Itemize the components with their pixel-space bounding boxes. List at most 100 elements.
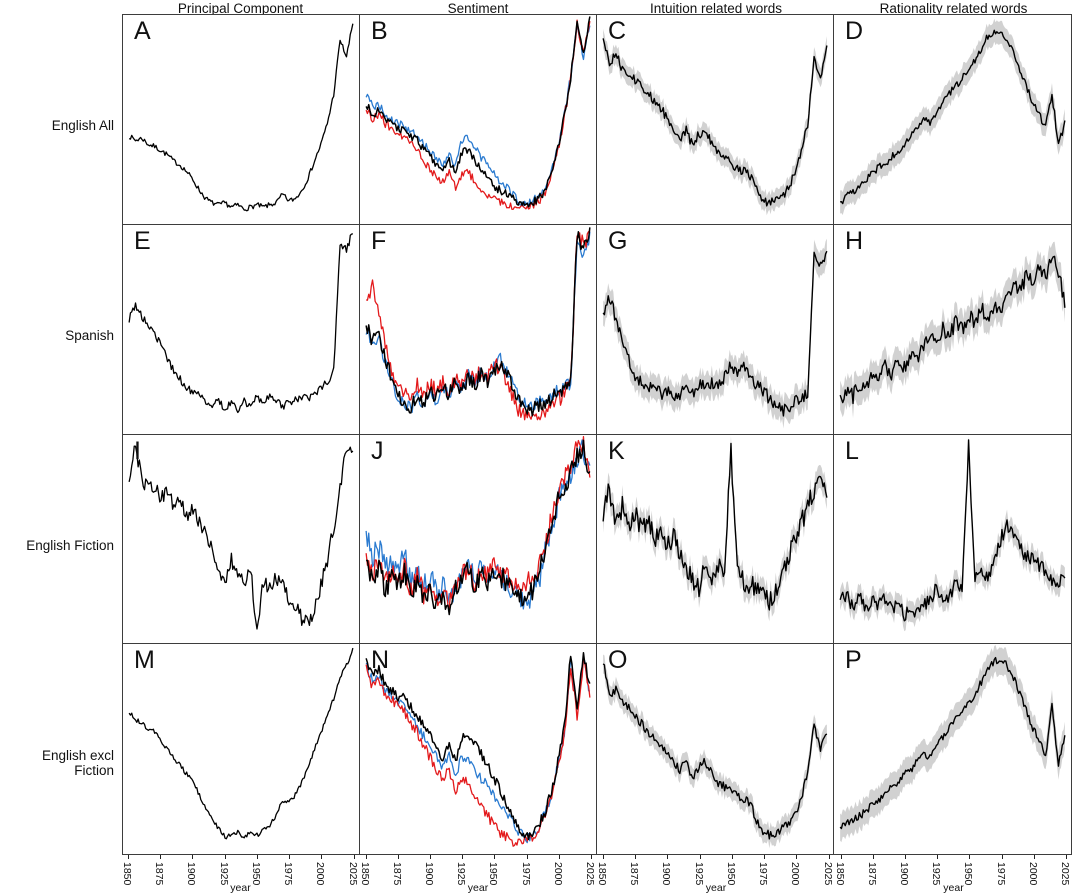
x-tick-label: 1850	[833, 862, 846, 886]
x-tick-label: 1925	[217, 862, 230, 886]
x-tick-label: 1900	[897, 862, 910, 886]
x-tick-mark	[904, 855, 906, 859]
x-tick-label: 1875	[865, 862, 878, 886]
chart-canvas	[365, 652, 591, 848]
x-tick-mark	[128, 855, 129, 859]
x-tick-label: 2000	[314, 862, 327, 886]
chart-canvas	[365, 227, 591, 421]
chart-canvas	[602, 238, 828, 429]
x-tick-mark	[764, 855, 766, 859]
chart-canvas	[839, 18, 1066, 216]
panel-B: B	[360, 15, 597, 225]
panel-D: D	[834, 15, 1071, 225]
chart-canvas	[128, 232, 354, 413]
chart-canvas	[128, 445, 354, 630]
x-axis: year year year year 1850 1875 1900 1925 1950…	[121, 855, 1072, 893]
panel-letter: M	[134, 646, 155, 675]
chart-canvas	[365, 16, 591, 211]
row-label-english-excl-fiction: English excl Fiction	[41, 748, 114, 778]
x-tick-label: 1950	[249, 862, 262, 886]
x-tick-label: 1950	[724, 862, 737, 886]
series-intuition-words	[602, 442, 828, 611]
x-tick-label: 1900	[422, 862, 435, 886]
x-tick-mark	[397, 855, 399, 859]
x-tick-mark	[969, 855, 971, 859]
series-rationality-words	[839, 29, 1066, 205]
panel-O: O	[597, 644, 834, 854]
x-tick-mark	[699, 855, 701, 859]
x-axis-title: year	[230, 882, 251, 893]
x-tick-label: 1850	[121, 862, 133, 886]
panel-A: A	[123, 15, 360, 225]
x-tick-mark	[828, 855, 830, 859]
panel-letter: D	[845, 17, 864, 45]
x-tick-label: 1925	[455, 862, 468, 886]
x-tick-mark	[321, 855, 323, 859]
row-label-spanish: Spanish	[65, 328, 114, 343]
series-principal-component	[128, 232, 354, 413]
x-tick-label: 2000	[789, 862, 802, 886]
x-tick-mark	[872, 855, 874, 859]
x-tick-label: 1875	[628, 862, 641, 886]
chart-canvas	[128, 648, 354, 840]
confidence-band	[603, 654, 827, 849]
panel-letter: O	[608, 646, 628, 675]
series-sentiment-red	[365, 657, 591, 848]
column-header-rationality-words: Rationality related words	[879, 1, 1028, 16]
panel-P: P	[834, 644, 1071, 854]
panel-letter: G	[608, 226, 628, 255]
column-header-intuition-words: Intuition related words	[649, 1, 783, 16]
x-tick-label: 2025	[821, 862, 834, 886]
x-tick-label: 1975	[282, 862, 295, 886]
panel-G: G	[597, 224, 834, 435]
panel-letter: K	[608, 436, 625, 465]
x-tick-mark	[840, 855, 842, 859]
x-tick-mark	[224, 855, 226, 859]
x-tick-mark	[494, 855, 496, 859]
series-intuition-words	[602, 663, 828, 840]
panel-letter: F	[371, 226, 387, 255]
panel-letter: C	[608, 17, 627, 45]
series-sentiment-red	[365, 19, 591, 211]
x-tick-mark	[1066, 855, 1067, 859]
chart-canvas	[602, 435, 828, 621]
panel-letter: P	[845, 646, 862, 675]
panel-letter: H	[845, 226, 864, 255]
confidence-band	[840, 645, 1065, 843]
panel-letter: B	[371, 17, 388, 45]
series-principal-component	[128, 445, 354, 630]
panel-N: N	[360, 644, 597, 854]
x-tick-mark	[558, 855, 560, 859]
x-tick-label: 1925	[930, 862, 943, 886]
x-tick-label: 1950	[962, 862, 975, 886]
x-axis-title: year	[943, 882, 964, 893]
x-tick-label: 1875	[390, 862, 403, 886]
panel-letter: E	[134, 226, 151, 255]
x-tick-label: 1975	[994, 862, 1007, 886]
panel-letter: N	[371, 646, 390, 675]
x-tick-mark	[603, 855, 604, 859]
confidence-band	[840, 435, 1065, 631]
x-tick-mark	[1001, 855, 1003, 859]
row-label-english-all: English All	[51, 118, 114, 133]
confidence-band	[603, 435, 827, 621]
x-tick-mark	[353, 855, 355, 859]
x-tick-mark	[192, 855, 194, 859]
panel-letter: A	[134, 17, 151, 45]
chart-canvas	[602, 654, 828, 849]
x-tick-label: 2000	[1026, 862, 1039, 886]
panel-I: I	[123, 434, 360, 645]
row-label-english-fiction: English Fiction	[26, 538, 114, 553]
x-tick-mark	[591, 855, 592, 859]
chart-canvas	[365, 435, 591, 615]
x-tick-label: 1975	[519, 862, 532, 886]
chart-canvas	[839, 241, 1066, 418]
panel-letter: J	[371, 436, 384, 465]
confidence-band	[603, 238, 827, 429]
x-tick-label: 1850	[358, 862, 371, 886]
x-tick-label: 2025	[584, 862, 596, 886]
x-tick-label: 2000	[551, 862, 564, 886]
confidence-band	[603, 28, 827, 216]
series-sentiment-black	[365, 16, 591, 208]
